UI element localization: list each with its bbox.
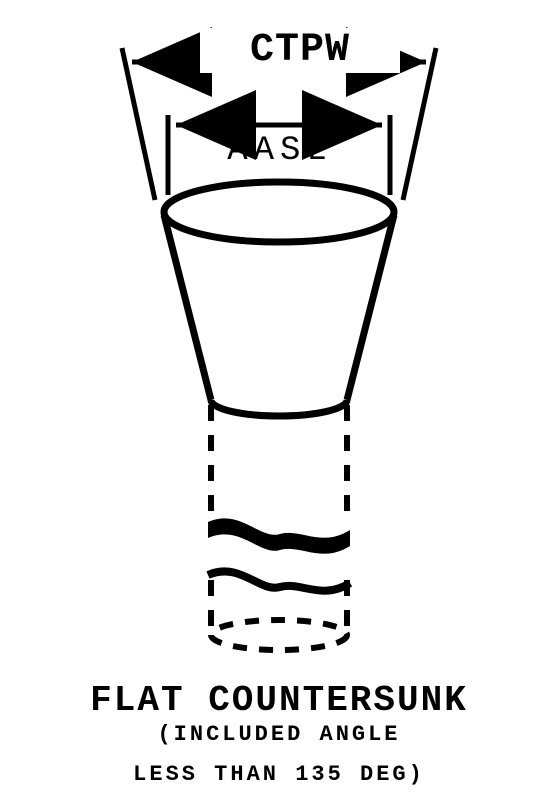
subtitle1-label: (INCLUDED ANGLE bbox=[0, 722, 558, 747]
aasl-label: AASL bbox=[190, 132, 370, 170]
subtitle2-label: LESS THAN 135 DEG) bbox=[0, 762, 558, 787]
title-label: FLAT COUNTERSUNK bbox=[0, 680, 558, 721]
technical-drawing-svg bbox=[0, 0, 558, 794]
ctpw-label: CTPW bbox=[200, 28, 400, 73]
diagram-canvas: CTPW AASL FLAT COUNTERSUNK (INCLUDED ANG… bbox=[0, 0, 558, 794]
